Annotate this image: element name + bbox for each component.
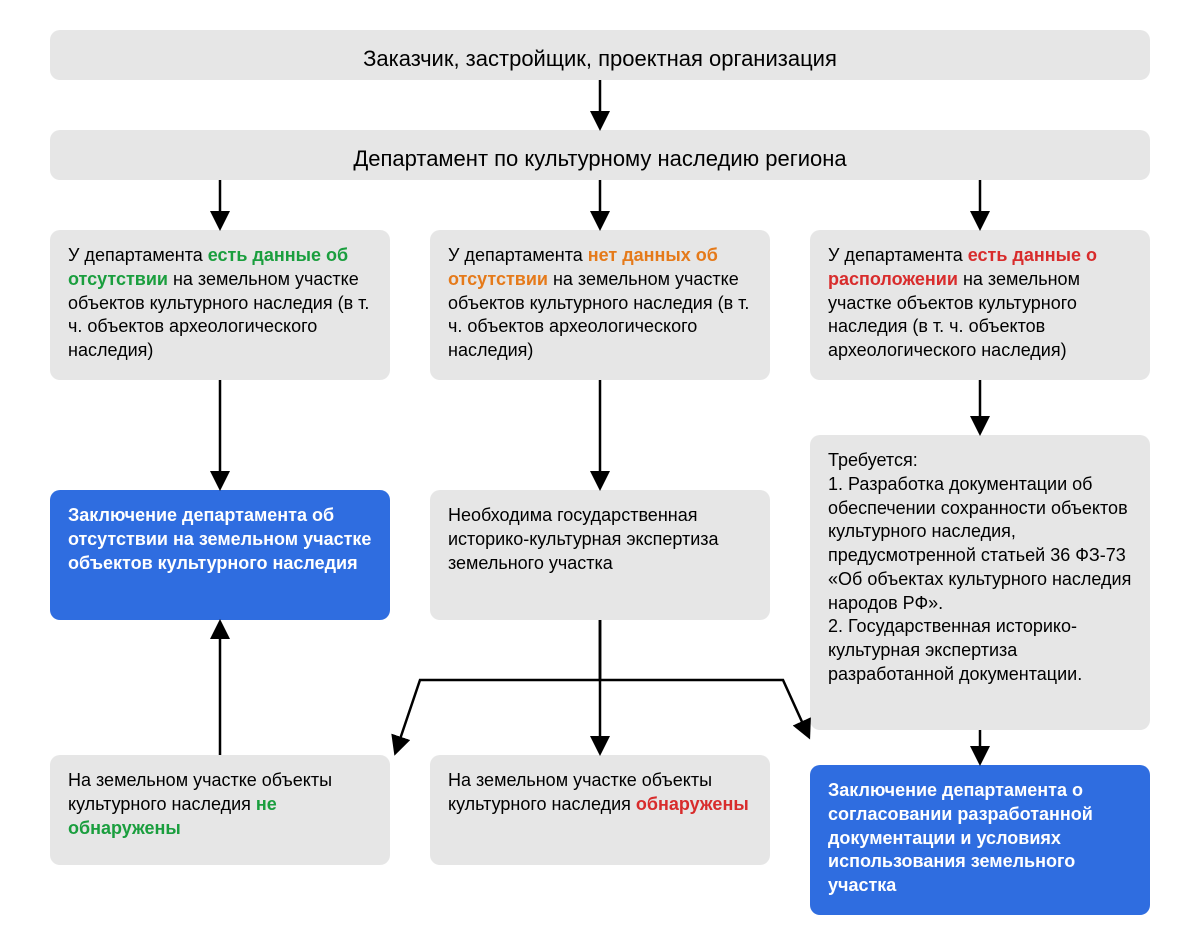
text-prefix: У департамента: [828, 245, 968, 265]
node-has-absence-data: У департамента есть данные об отсутствии…: [50, 230, 390, 380]
edge-e10: [600, 620, 808, 735]
text-prefix: У департамента: [68, 245, 208, 265]
node-conclusion-absent: Заключение департамента об отсутствии на…: [50, 490, 390, 620]
text-prefix: У департамента: [448, 245, 588, 265]
node-expertise-needed: Необходима государственная историко-куль…: [430, 490, 770, 620]
node-no-absence-data: У департамента нет данных об отсутствии …: [430, 230, 770, 380]
text-highlight: обнаружены: [636, 794, 749, 814]
node-requirements: Требуется: 1. Разработка документации об…: [810, 435, 1150, 730]
text-prefix: На земельном участке объекты культурного…: [68, 770, 332, 814]
node-found: На земельном участке объекты культурного…: [430, 755, 770, 865]
node-not-found: На земельном участке объекты культурного…: [50, 755, 390, 865]
node-has-presence-data: У департамента есть данные о расположени…: [810, 230, 1150, 380]
node-department: Департамент по культурному наследию реги…: [50, 130, 1150, 180]
edge-e8: [396, 620, 600, 751]
node-conclusion-approval: Заключение департамента о согласовании р…: [810, 765, 1150, 915]
node-customer: Заказчик, застройщик, проектная организа…: [50, 30, 1150, 80]
